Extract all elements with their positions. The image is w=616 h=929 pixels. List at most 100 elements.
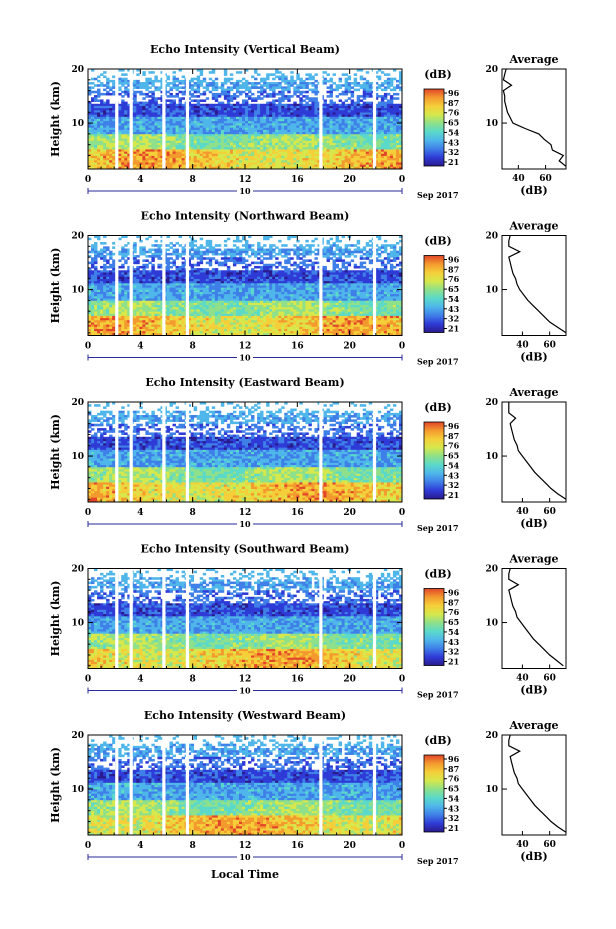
x-tick-label: 0 [85, 508, 91, 518]
data-gap [162, 569, 165, 669]
average-profile-line [503, 69, 566, 166]
date-label: Sep 2017 [417, 856, 459, 866]
y-tick-label: 20 [71, 65, 84, 75]
panel-title: Echo Intensity (Southward Beam) [141, 543, 350, 556]
panel-2: Echo Intensity (Eastward Beam)1020Height… [49, 376, 566, 533]
x-tick-label: 16 [291, 175, 304, 185]
panel-0: Echo Intensity (Vertical Beam)1020Height… [49, 43, 566, 200]
data-gap [115, 69, 118, 169]
colorbar-tick-label: 32 [448, 314, 459, 324]
data-gap [130, 236, 133, 336]
colorbar-tick-label: 54 [448, 127, 460, 137]
data-gap [319, 69, 322, 169]
x-tick-label: 20 [343, 675, 356, 685]
average-y-tick-label: 10 [485, 119, 498, 129]
colorbar-tick-label: 96 [448, 588, 460, 598]
colorbar-tick-label: 32 [448, 813, 459, 823]
data-gap [162, 735, 165, 835]
x-tick-label: 0 [399, 508, 405, 518]
y-axis-label: Height (km) [49, 81, 62, 157]
data-gap [130, 569, 133, 669]
x-tick-label: 0 [85, 675, 91, 685]
colorbar-tick-label: 87 [448, 98, 459, 108]
average-x-tick-label: 40 [516, 840, 529, 850]
average-x-tick-label: 60 [539, 174, 552, 184]
x-tick-label: 16 [291, 675, 304, 685]
y-tick-label: 10 [71, 119, 84, 129]
colorbar-tick-label: 32 [448, 480, 459, 490]
heatmap-cells [88, 735, 402, 835]
data-gap [186, 735, 189, 835]
y-tick-label: 10 [71, 286, 84, 296]
x-tick-label: 4 [137, 175, 143, 185]
x-tick-label: 8 [190, 342, 196, 352]
data-gap [115, 402, 118, 502]
data-gap [130, 69, 133, 169]
colorbar-tick-label: 43 [448, 637, 460, 647]
colorbar [424, 755, 444, 832]
x-tick-label: 4 [137, 342, 143, 352]
data-gap [162, 402, 165, 502]
colorbar-tick-label: 96 [448, 421, 460, 431]
average-x-label: (dB) [520, 850, 547, 863]
panel-title: Echo Intensity (Westward Beam) [144, 709, 346, 722]
colorbar [424, 89, 444, 166]
average-y-tick-label: 20 [485, 232, 498, 242]
average-y-tick-label: 20 [485, 65, 498, 75]
y-tick-label: 10 [71, 619, 84, 629]
day-label: 10 [239, 519, 251, 529]
data-gap [186, 402, 189, 502]
average-x-tick-label: 60 [543, 840, 556, 850]
average-frame [502, 569, 566, 669]
date-label: Sep 2017 [417, 357, 459, 367]
day-label: 10 [239, 353, 251, 363]
x-tick-label: 0 [85, 342, 91, 352]
heatmap-cells [88, 569, 402, 669]
colorbar-tick-label: 87 [448, 431, 459, 441]
data-gap [186, 236, 189, 336]
average-y-tick-label: 10 [485, 785, 498, 795]
x-tick-label: 16 [291, 342, 304, 352]
heatmap-cells [88, 236, 402, 336]
date-label: Sep 2017 [417, 190, 459, 200]
data-gap [373, 402, 376, 502]
y-axis-label: Height (km) [49, 248, 62, 324]
colorbar-tick-label: 65 [448, 451, 459, 461]
data-gap [186, 569, 189, 669]
y-tick-label: 20 [71, 232, 84, 242]
average-title: Average [508, 53, 558, 66]
x-tick-label: 8 [190, 675, 196, 685]
colorbar-tick-label: 32 [448, 147, 459, 157]
data-gap [373, 69, 376, 169]
x-tick-label: 4 [137, 675, 143, 685]
average-y-tick-label: 10 [485, 452, 498, 462]
x-tick-label: 20 [343, 508, 356, 518]
colorbar-tick-label: 87 [448, 597, 459, 607]
x-tick-label: 12 [239, 342, 252, 352]
average-y-tick-label: 20 [485, 398, 498, 408]
day-label: 10 [239, 186, 251, 196]
average-x-label: (dB) [520, 184, 547, 197]
colorbar [424, 256, 444, 333]
panel-1: Echo Intensity (Northward Beam)1020Heigh… [49, 210, 566, 367]
average-y-tick-label: 20 [485, 565, 498, 575]
data-gap [162, 236, 165, 336]
x-tick-label: 16 [291, 841, 304, 851]
colorbar-unit: (dB) [424, 734, 451, 747]
data-gap [319, 402, 322, 502]
data-gap [373, 735, 376, 835]
data-gap [115, 735, 118, 835]
average-y-tick-label: 10 [485, 286, 498, 296]
colorbar-tick-label: 76 [448, 274, 460, 284]
y-tick-label: 10 [71, 785, 84, 795]
colorbar-tick-label: 54 [448, 793, 460, 803]
data-gap [319, 569, 322, 669]
y-tick-label: 10 [71, 452, 84, 462]
average-title: Average [508, 553, 558, 566]
colorbar [424, 422, 444, 499]
average-profile-line [509, 402, 566, 499]
colorbar-unit: (dB) [424, 68, 451, 81]
day-label: 10 [239, 852, 251, 862]
colorbar-tick-label: 43 [448, 137, 460, 147]
x-axis-label: Local Time [211, 868, 279, 881]
